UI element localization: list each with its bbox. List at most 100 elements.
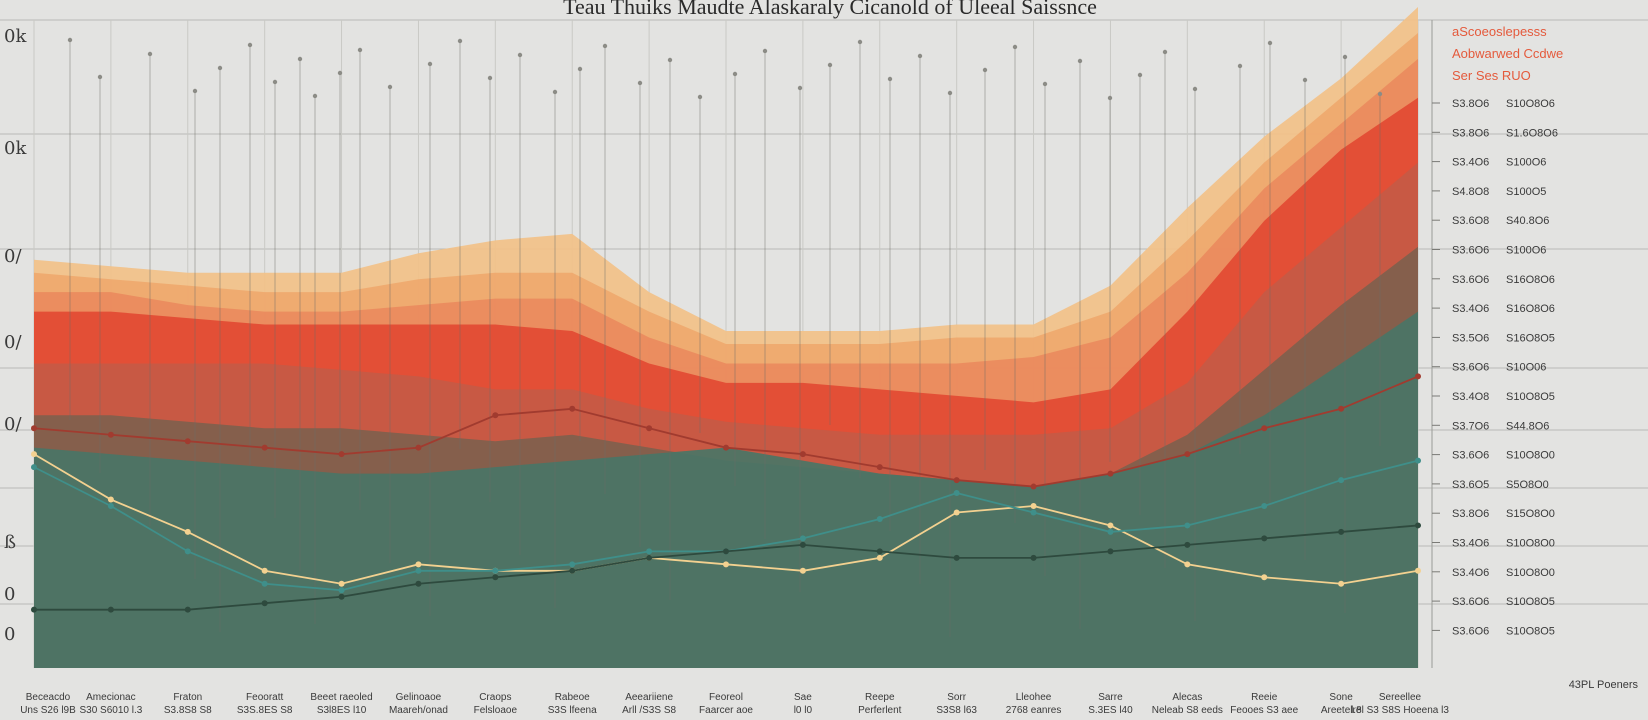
line-point bbox=[1107, 528, 1114, 535]
x-axis-category-label: Alecas bbox=[1172, 692, 1202, 703]
spike-cap bbox=[1107, 95, 1113, 101]
line-point bbox=[338, 593, 345, 600]
spike-layer bbox=[67, 37, 1383, 637]
y-axis-right-tick-label: S44.8O6 bbox=[1506, 420, 1549, 432]
x-axis-category-sublabel: Feooes S3 aee bbox=[1230, 705, 1298, 716]
x-axis-category-label: Amecionac bbox=[86, 692, 135, 703]
line-point bbox=[569, 567, 576, 574]
spike-cap bbox=[272, 79, 278, 85]
line-point bbox=[107, 496, 114, 503]
x-axis-category-label: Reepe bbox=[865, 692, 895, 703]
spike-cap bbox=[357, 47, 363, 53]
x-axis-category-label: Beceacdo bbox=[26, 692, 71, 703]
line-point bbox=[1415, 522, 1421, 529]
spike-cap bbox=[1377, 91, 1383, 97]
chart-title: Teau Thuiks Maudte Alaskaraly Cicanold o… bbox=[563, 0, 1097, 19]
x-axis-category-label: Gelinoaoe bbox=[396, 692, 442, 703]
line-point bbox=[31, 451, 37, 458]
y-axis-right-tick-label: S10O8O5 bbox=[1506, 391, 1555, 403]
spike-cap bbox=[762, 48, 768, 54]
x-axis-category-sublabel: Uns S26 l9B bbox=[20, 705, 76, 716]
y-axis-right-tick-label: S3.7O6 bbox=[1452, 420, 1489, 432]
line-point bbox=[1107, 522, 1114, 529]
x-axis-category-label: Craops bbox=[479, 692, 511, 703]
x-axis-category-sublabel: Maareh/onad bbox=[389, 705, 448, 716]
x-axis-category-sublabel: S3S.8ES S8 bbox=[237, 705, 293, 716]
line-point bbox=[646, 548, 653, 555]
line-point bbox=[1338, 405, 1345, 412]
spike-cap bbox=[982, 67, 988, 73]
text-layer: Teau Thuiks Maudte Alaskaraly Cicanold o… bbox=[4, 0, 1638, 716]
line-point bbox=[953, 509, 960, 516]
x-axis-category-sublabel: S3.8S8 S8 bbox=[164, 705, 212, 716]
line-point bbox=[492, 567, 499, 574]
y-axis-right-tick-label: S10O8O5 bbox=[1506, 625, 1555, 637]
x-axis-category-sublabel: S3S lfeena bbox=[548, 705, 597, 716]
y-axis-right-tick-label: S16O8O6 bbox=[1506, 303, 1555, 315]
y-axis-left-tick-label: 0k bbox=[4, 138, 27, 159]
line-point bbox=[953, 490, 960, 497]
spike-cap bbox=[1237, 63, 1243, 69]
line-point bbox=[415, 580, 422, 587]
line-point bbox=[184, 438, 191, 445]
line-point bbox=[1107, 548, 1114, 555]
legend: aScoeoslepesss Aobwarwed Ccdwe Ser Ses RUO bbox=[1452, 24, 1563, 83]
y-axis-right-tick-label: S3.4O6 bbox=[1452, 567, 1489, 579]
line-point bbox=[184, 528, 191, 535]
y-axis-right-tick-label: S100O6 bbox=[1506, 245, 1546, 257]
line-point bbox=[723, 548, 729, 555]
line-point bbox=[31, 606, 37, 613]
y-axis-right-tick-label: S3.4O6 bbox=[1452, 538, 1489, 550]
x-axis-category-label: Sone bbox=[1329, 692, 1353, 703]
line-point bbox=[953, 477, 960, 484]
x-axis-category-sublabel: 2768 eanres bbox=[1006, 705, 1062, 716]
y-axis-right-tick-label: S10O8O0 bbox=[1506, 450, 1555, 462]
line-point bbox=[1107, 470, 1114, 477]
area-series bbox=[34, 311, 1418, 668]
line-point bbox=[1184, 522, 1191, 529]
spike-cap bbox=[67, 37, 73, 43]
line-point bbox=[953, 554, 960, 561]
line-point bbox=[1184, 451, 1191, 458]
y-axis-right-tick-label: S16O8O6 bbox=[1506, 274, 1555, 286]
y-axis-right-tick-label: S3.6O6 bbox=[1452, 245, 1489, 257]
y-axis-right-tick-label: S3.6O5 bbox=[1452, 479, 1489, 491]
y-axis-left-tick-label: 0k bbox=[4, 26, 27, 47]
x-axis-category-label: Beeet raeoled bbox=[310, 692, 372, 703]
x-axis-category-sublabel: Faarcer aoe bbox=[699, 705, 753, 716]
y-axis-left-tick-label: 0 bbox=[4, 624, 15, 645]
y-axis-right-tick-label: S3.6O6 bbox=[1452, 450, 1489, 462]
x-axis-category-label: Rabeoe bbox=[555, 692, 590, 703]
spike-cap bbox=[1162, 49, 1168, 55]
x-axis-category-sublabel: Felsloaoe bbox=[474, 705, 518, 716]
legend-entry: Ser Ses RUO bbox=[1452, 68, 1531, 83]
line-point bbox=[876, 464, 883, 471]
corner-label: 43PL Poeners bbox=[1569, 679, 1639, 691]
spike-cap bbox=[1012, 44, 1018, 50]
spike-cap bbox=[1137, 72, 1143, 78]
spike-cap bbox=[297, 56, 303, 62]
line-point bbox=[107, 503, 114, 509]
y-axis-left-tick-label: 0/ bbox=[4, 246, 22, 267]
x-axis-category-label: Sae bbox=[794, 692, 812, 703]
line-point bbox=[876, 515, 883, 522]
spike-cap bbox=[217, 65, 223, 71]
line-point bbox=[1030, 554, 1037, 561]
y-axis-left-tick-label: 0 bbox=[4, 584, 15, 605]
x-axis-category-label: Aeeariiene bbox=[625, 692, 673, 703]
y-axis-right-tick-label: S3.8O6 bbox=[1452, 127, 1489, 139]
spike-cap bbox=[1267, 40, 1273, 46]
y-axis-right-tick-label: S3.4O6 bbox=[1452, 157, 1489, 169]
line-point bbox=[646, 425, 653, 432]
line-point bbox=[876, 554, 883, 561]
y-axis-right-tick-label: S15O8O0 bbox=[1506, 508, 1555, 520]
spike-cap bbox=[1077, 58, 1083, 64]
y-axis-right-tick-label: S10O8O6 bbox=[1506, 98, 1555, 110]
line-point bbox=[1030, 509, 1037, 516]
line-point bbox=[1415, 457, 1421, 464]
y-axis-right-tick-label: S3.4O8 bbox=[1452, 391, 1489, 403]
spike-cap bbox=[827, 62, 833, 68]
line-point bbox=[799, 451, 806, 458]
spike-cap bbox=[797, 85, 803, 91]
